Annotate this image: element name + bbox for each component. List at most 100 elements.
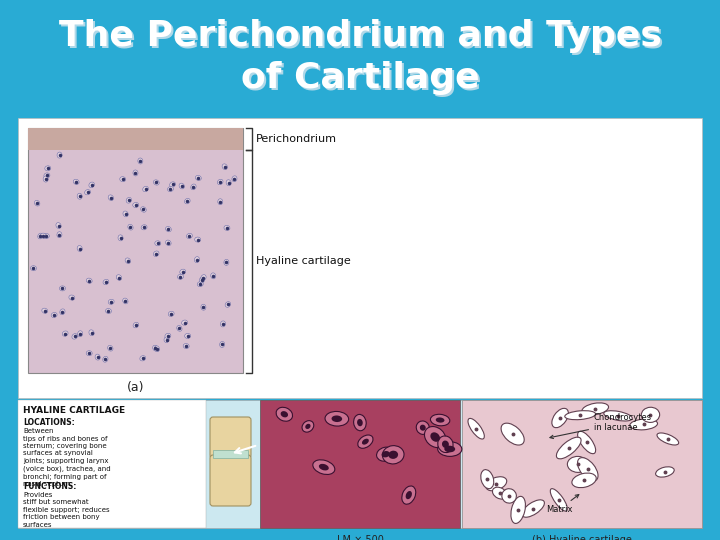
Ellipse shape bbox=[184, 333, 191, 339]
Ellipse shape bbox=[211, 273, 216, 279]
Ellipse shape bbox=[481, 470, 494, 489]
Ellipse shape bbox=[37, 233, 43, 239]
Ellipse shape bbox=[60, 309, 65, 315]
Text: The Perichondrium and Types: The Perichondrium and Types bbox=[60, 21, 663, 55]
Bar bbox=[462, 400, 702, 528]
Ellipse shape bbox=[168, 311, 174, 316]
Bar bbox=[28, 128, 243, 373]
Ellipse shape bbox=[442, 441, 449, 448]
Ellipse shape bbox=[362, 438, 369, 444]
Ellipse shape bbox=[51, 313, 57, 318]
Text: Provides
stiff but somewhat
flexible support; reduces
friction between bony
surf: Provides stiff but somewhat flexible sup… bbox=[23, 492, 109, 528]
Ellipse shape bbox=[186, 233, 192, 239]
Text: (a): (a) bbox=[127, 381, 144, 394]
Ellipse shape bbox=[486, 477, 507, 491]
Ellipse shape bbox=[194, 237, 201, 242]
Text: Perichondrium: Perichondrium bbox=[256, 134, 337, 144]
Ellipse shape bbox=[438, 442, 462, 456]
Ellipse shape bbox=[377, 447, 395, 461]
Ellipse shape bbox=[217, 179, 223, 185]
Ellipse shape bbox=[220, 341, 225, 347]
Ellipse shape bbox=[382, 446, 404, 464]
Ellipse shape bbox=[103, 356, 108, 362]
Ellipse shape bbox=[642, 407, 660, 422]
Ellipse shape bbox=[108, 195, 114, 200]
Ellipse shape bbox=[133, 170, 138, 176]
Ellipse shape bbox=[123, 211, 128, 217]
Text: Matrix: Matrix bbox=[546, 495, 579, 514]
Ellipse shape bbox=[140, 207, 146, 212]
Ellipse shape bbox=[153, 180, 159, 185]
Ellipse shape bbox=[195, 176, 202, 180]
Ellipse shape bbox=[232, 176, 237, 182]
Ellipse shape bbox=[118, 235, 123, 241]
Ellipse shape bbox=[604, 411, 632, 421]
Ellipse shape bbox=[43, 233, 50, 239]
Ellipse shape bbox=[224, 225, 230, 231]
Text: The Perichondrium and Types: The Perichondrium and Types bbox=[58, 19, 662, 53]
Ellipse shape bbox=[511, 496, 526, 523]
Ellipse shape bbox=[85, 190, 91, 195]
Ellipse shape bbox=[388, 451, 398, 459]
Ellipse shape bbox=[502, 489, 516, 503]
Ellipse shape bbox=[468, 418, 485, 439]
Ellipse shape bbox=[630, 419, 657, 430]
Ellipse shape bbox=[89, 330, 94, 336]
Ellipse shape bbox=[57, 232, 62, 238]
Ellipse shape bbox=[564, 410, 595, 420]
Ellipse shape bbox=[78, 331, 83, 337]
Ellipse shape bbox=[122, 298, 128, 304]
Ellipse shape bbox=[425, 427, 446, 448]
Bar bbox=[28, 128, 243, 150]
Bar bbox=[260, 400, 460, 528]
Ellipse shape bbox=[138, 158, 143, 164]
Ellipse shape bbox=[165, 333, 171, 339]
Ellipse shape bbox=[281, 411, 288, 417]
FancyBboxPatch shape bbox=[210, 455, 251, 506]
Ellipse shape bbox=[89, 182, 94, 187]
Ellipse shape bbox=[72, 334, 78, 339]
Ellipse shape bbox=[582, 403, 608, 415]
Ellipse shape bbox=[199, 277, 204, 283]
Text: Hyaline cartilage: Hyaline cartilage bbox=[256, 256, 351, 267]
Ellipse shape bbox=[141, 225, 147, 230]
Ellipse shape bbox=[436, 417, 444, 423]
Ellipse shape bbox=[180, 269, 186, 274]
Ellipse shape bbox=[550, 489, 567, 511]
Ellipse shape bbox=[224, 259, 229, 265]
Ellipse shape bbox=[45, 166, 51, 171]
Ellipse shape bbox=[166, 240, 171, 246]
Text: of Cartilage: of Cartilage bbox=[240, 61, 480, 95]
Text: HYALINE CARTILAGE: HYALINE CARTILAGE bbox=[23, 406, 125, 415]
Ellipse shape bbox=[168, 186, 174, 192]
Ellipse shape bbox=[181, 320, 187, 325]
Ellipse shape bbox=[128, 224, 133, 230]
Ellipse shape bbox=[60, 286, 66, 291]
Ellipse shape bbox=[225, 302, 230, 307]
Ellipse shape bbox=[183, 343, 189, 348]
Ellipse shape bbox=[220, 321, 225, 327]
Ellipse shape bbox=[492, 487, 507, 499]
Ellipse shape bbox=[577, 431, 595, 454]
Ellipse shape bbox=[201, 304, 206, 310]
Ellipse shape bbox=[120, 177, 126, 182]
Ellipse shape bbox=[166, 226, 171, 232]
Ellipse shape bbox=[132, 202, 139, 207]
Ellipse shape bbox=[305, 424, 310, 429]
Ellipse shape bbox=[194, 256, 199, 262]
Ellipse shape bbox=[176, 326, 182, 331]
Text: Between
tips of ribs and bones of
sternum; covering bone
surfaces at synovial
jo: Between tips of ribs and bones of sternu… bbox=[23, 428, 111, 487]
Text: LOCATIONS:: LOCATIONS: bbox=[23, 418, 75, 427]
Ellipse shape bbox=[178, 274, 184, 279]
Ellipse shape bbox=[357, 419, 363, 426]
Ellipse shape bbox=[30, 266, 37, 271]
Ellipse shape bbox=[191, 184, 196, 190]
Ellipse shape bbox=[431, 433, 440, 442]
Bar bbox=[18, 400, 206, 528]
Ellipse shape bbox=[44, 173, 50, 178]
Ellipse shape bbox=[197, 281, 203, 287]
Ellipse shape bbox=[438, 436, 453, 453]
Ellipse shape bbox=[657, 433, 679, 445]
Ellipse shape bbox=[444, 446, 455, 453]
Ellipse shape bbox=[77, 246, 82, 252]
